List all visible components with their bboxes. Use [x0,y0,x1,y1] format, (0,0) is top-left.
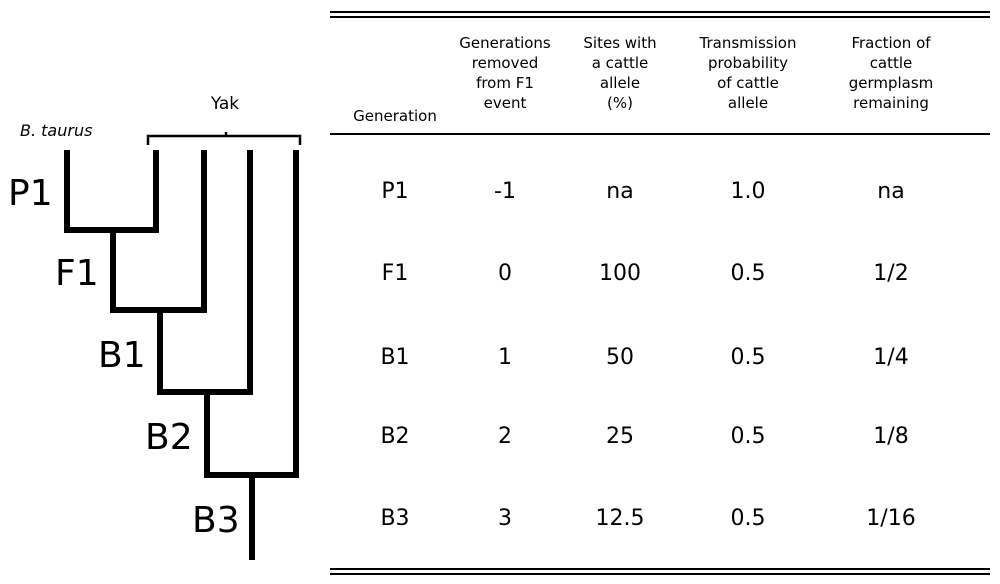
cell-generation: B3 [380,506,410,531]
cell-removed: 3 [498,506,512,531]
table-row: B3 3 12.5 0.5 1/16 [330,499,990,539]
cell-removed: 0 [498,261,512,286]
node-label-b2: B2 [145,417,193,458]
table-row: B2 2 25 0.5 1/8 [330,417,990,457]
cell-generation: P1 [381,179,409,204]
node-label-b3: B3 [192,500,240,541]
cell-removed: -1 [494,179,516,204]
cell-fraction: 1/4 [873,345,909,370]
cell-transmission: 1.0 [730,179,766,204]
table-row: P1 -1 na 1.0 na [330,172,990,212]
header-rule [330,133,990,135]
cell-fraction: 1/16 [866,506,916,531]
cell-transmission: 0.5 [730,261,766,286]
cell-fraction: 1/2 [873,261,909,286]
node-label-f1: F1 [55,253,99,294]
table-row: F1 0 100 0.5 1/2 [330,254,990,294]
cell-sites: na [606,179,634,204]
cell-generation: B2 [380,424,410,449]
backcross-pedigree-diagram: B. taurus Yak P1 F1 B1 B2 B3 [8,94,302,560]
cell-fraction: 1/8 [873,424,909,449]
header-transmission-probability: Transmission probability of cattle allel… [699,34,797,112]
header-generation: Generation [353,107,437,125]
cell-fraction: na [877,179,905,204]
header-sites-cattle-allele: Sites with a cattle allele (%) [583,34,657,112]
table-row: B1 1 50 0.5 1/4 [330,338,990,378]
yak-bracket [146,132,302,145]
header-generations-removed: Generations removed from F1 event [459,34,551,112]
cell-transmission: 0.5 [730,424,766,449]
cell-generation: F1 [381,261,409,286]
table-bottom-rule [330,568,990,575]
node-label-p1: P1 [8,173,53,214]
branch-p1 [64,150,159,233]
generation-table: Generation Generations removed from F1 e… [330,0,990,584]
cell-transmission: 0.5 [730,345,766,370]
cell-transmission: 0.5 [730,506,766,531]
cell-sites: 50 [606,345,634,370]
cell-removed: 1 [498,345,512,370]
b-taurus-label: B. taurus [20,121,92,140]
cell-removed: 2 [498,424,512,449]
yak-label: Yak [210,94,239,114]
cell-sites: 12.5 [595,506,645,531]
header-fraction-germplasm: Fraction of cattle germplasm remaining [848,34,934,112]
cell-sites: 100 [599,261,641,286]
node-label-b1: B1 [98,335,146,376]
table-top-rule [330,11,990,18]
cell-sites: 25 [606,424,634,449]
cell-generation: B1 [380,345,410,370]
